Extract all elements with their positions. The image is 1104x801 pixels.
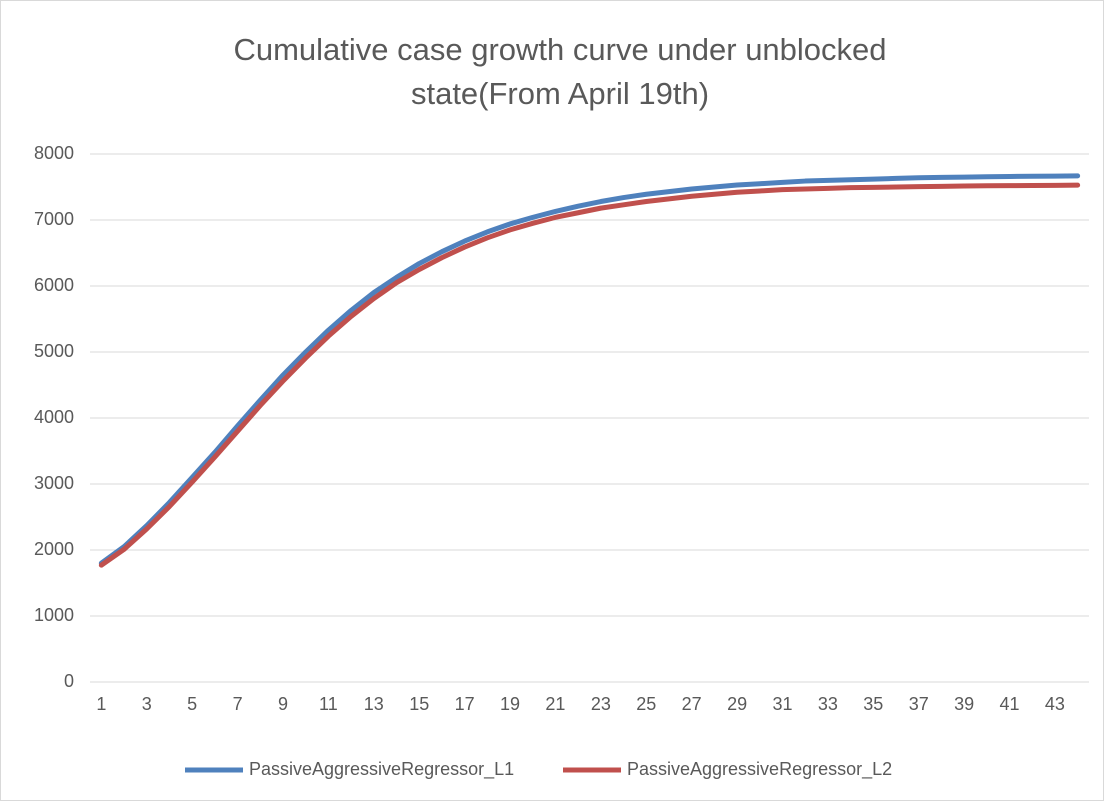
x-tick-label: 35 [863,694,883,714]
x-tick-label: 43 [1045,694,1065,714]
x-tick-label: 39 [954,694,974,714]
x-tick-label: 15 [409,694,429,714]
y-tick-label: 8000 [34,143,74,163]
y-tick-label: 1000 [34,605,74,625]
x-tick-label: 27 [682,694,702,714]
y-tick-label: 6000 [34,275,74,295]
x-tick-label: 17 [455,694,475,714]
x-tick-label: 29 [727,694,747,714]
y-tick-label: 2000 [34,539,74,559]
line-series [98,173,1081,566]
y-tick-label: 7000 [34,209,74,229]
y-tick-label: 3000 [34,473,74,493]
x-tick-label: 41 [1000,694,1020,714]
legend-label: PassiveAggressiveRegressor_L2 [627,759,892,780]
x-tick-label: 13 [364,694,384,714]
line-series [98,182,1081,568]
legend-label: PassiveAggressiveRegressor_L1 [249,759,514,780]
x-tick-label: 19 [500,694,520,714]
x-tick-label: 1 [96,694,106,714]
chart-title: Cumulative case growth curve under unblo… [233,32,887,111]
x-tick-label: 25 [636,694,656,714]
x-tick-label: 3 [142,694,152,714]
x-tick-label: 21 [545,694,565,714]
x-tick-label: 31 [772,694,792,714]
x-tick-label: 37 [909,694,929,714]
x-tick-label: 23 [591,694,611,714]
y-tick-label: 0 [64,671,74,691]
y-tick-label: 4000 [34,407,74,427]
x-tick-label: 33 [818,694,838,714]
x-tick-label: 5 [187,694,197,714]
x-tick-label: 9 [278,694,288,714]
x-tick-label: 11 [319,694,338,714]
x-tick-label: 7 [233,694,243,714]
y-tick-label: 5000 [34,341,74,361]
